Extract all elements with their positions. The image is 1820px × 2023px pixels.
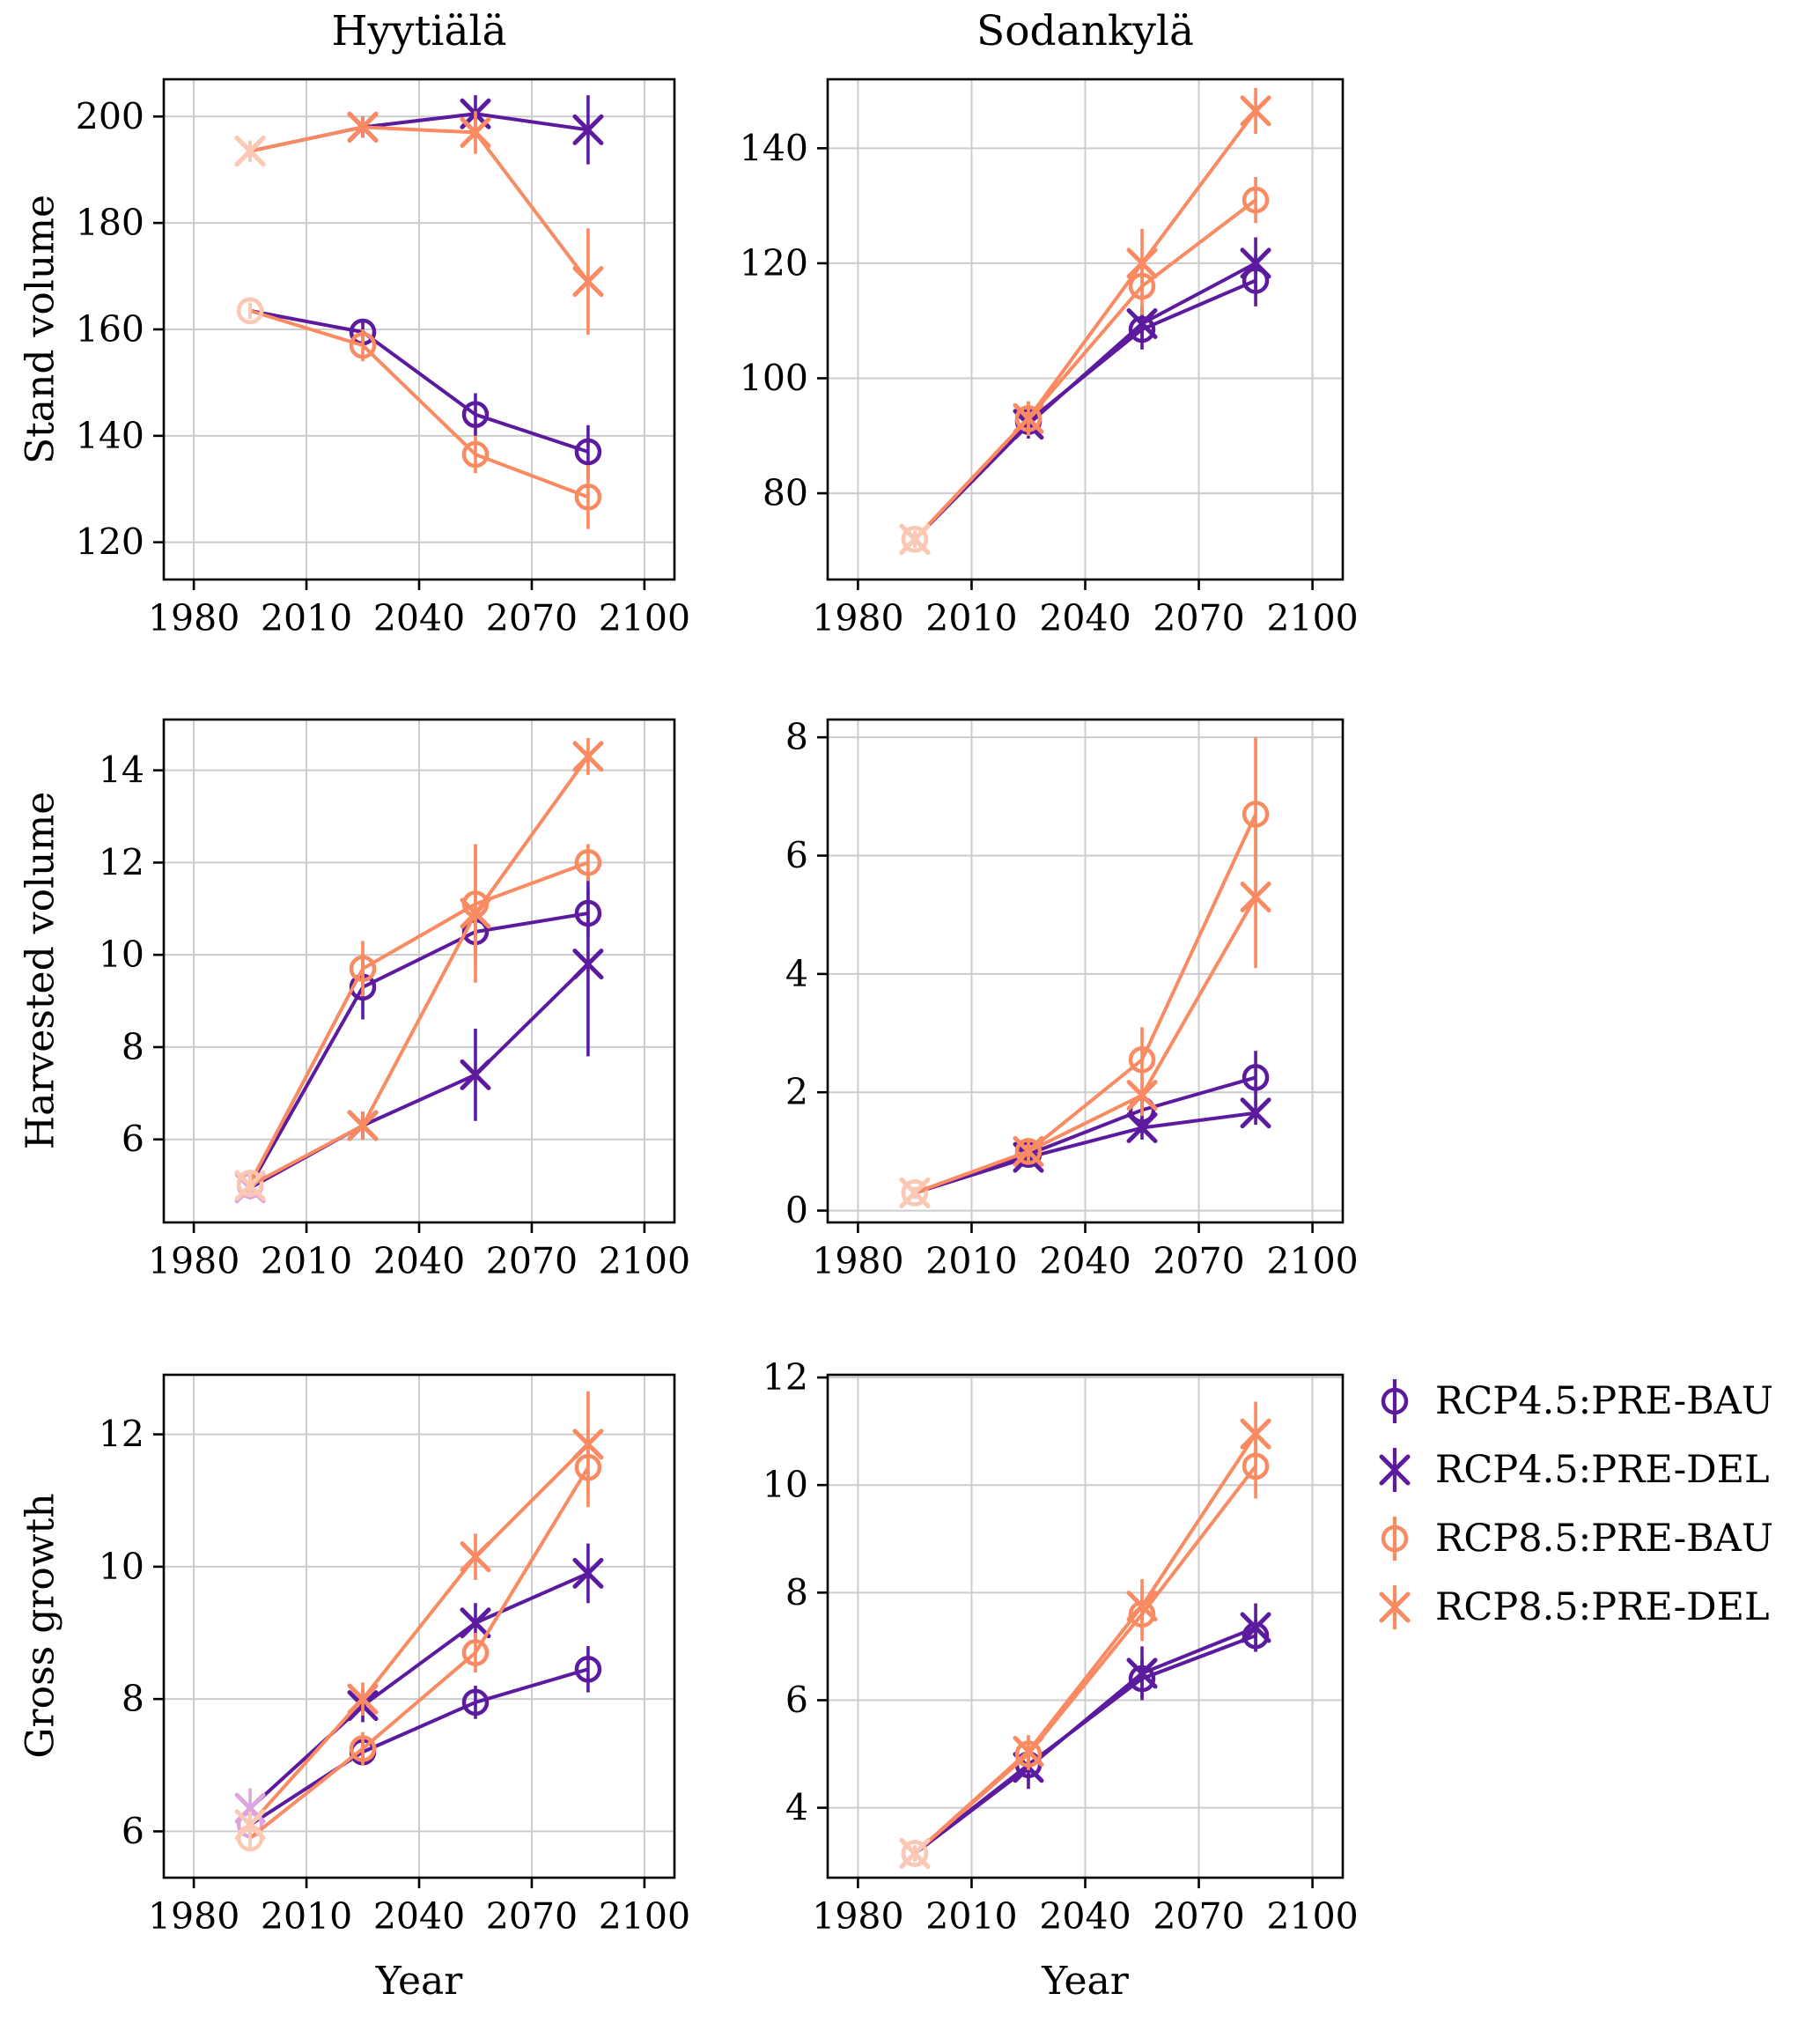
svg-text:2100: 2100 (599, 597, 690, 639)
svg-text:120: 120 (76, 521, 144, 564)
legend-label: RCP8.5:PRE-BAU (1435, 1517, 1773, 1561)
legend-entry: RCP8.5:PRE-BAU (1367, 1511, 1773, 1566)
svg-text:8: 8 (122, 1678, 144, 1720)
svg-text:2070: 2070 (486, 597, 578, 639)
svg-text:8: 8 (785, 716, 808, 758)
svg-text:6: 6 (122, 1810, 144, 1852)
svg-text:2070: 2070 (486, 1895, 578, 1938)
svg-text:80: 80 (763, 472, 808, 514)
svg-text:2010: 2010 (925, 597, 1017, 639)
svg-text:2100: 2100 (1266, 1240, 1358, 1282)
svg-text:10: 10 (99, 1546, 144, 1588)
column-title-hyytiala: Hyytiälä (331, 7, 507, 55)
svg-text:2100: 2100 (599, 1895, 690, 1938)
svg-text:2010: 2010 (925, 1895, 1017, 1938)
svg-text:2100: 2100 (599, 1240, 690, 1282)
svg-text:2100: 2100 (1266, 597, 1358, 639)
svg-text:120: 120 (740, 242, 808, 284)
svg-text:2070: 2070 (486, 1240, 578, 1282)
panel-sodankyla-gross-growth: 1980 2010 2040 2070 2100 4 6 8 10 12 (696, 1348, 1369, 1961)
svg-text:140: 140 (740, 127, 808, 169)
svg-text:2: 2 (785, 1071, 808, 1113)
svg-text:140: 140 (76, 415, 144, 457)
svg-text:14: 14 (99, 749, 144, 792)
legend-entry: RCP4.5:PRE-BAU (1367, 1374, 1773, 1429)
svg-text:2010: 2010 (261, 597, 352, 639)
svg-text:2010: 2010 (261, 1895, 352, 1938)
svg-text:4: 4 (785, 1787, 808, 1829)
svg-text:0: 0 (785, 1190, 808, 1232)
xlabel-year-left: Year (375, 1959, 463, 2004)
svg-text:12: 12 (99, 1414, 144, 1456)
panel-hyytiala-harvested-volume: 1980 2010 2040 2070 2100 6 8 10 12 14 (32, 693, 701, 1306)
svg-text:12: 12 (763, 1356, 808, 1399)
svg-text:2040: 2040 (1039, 597, 1131, 639)
svg-text:12: 12 (99, 841, 144, 883)
svg-text:160: 160 (76, 308, 144, 351)
svg-text:1980: 1980 (812, 597, 903, 639)
svg-text:200: 200 (76, 95, 144, 137)
svg-text:2100: 2100 (1266, 1895, 1358, 1938)
svg-text:100: 100 (740, 357, 808, 399)
legend: RCP4.5:PRE-BAU RCP4.5:PRE-DEL RCP8.5:PRE… (1367, 1374, 1773, 1635)
svg-text:2010: 2010 (925, 1240, 1017, 1282)
svg-text:6: 6 (785, 1679, 808, 1721)
svg-text:1980: 1980 (148, 1240, 239, 1282)
svg-text:2040: 2040 (1039, 1240, 1131, 1282)
panel-sodankyla-harvested-volume: 1980 2010 2040 2070 2100 0 2 4 6 8 (696, 693, 1369, 1306)
panel-sodankyla-stand-volume: 1980 2010 2040 2070 2100 80 100 120 140 (696, 53, 1369, 663)
svg-text:2070: 2070 (1153, 1240, 1244, 1282)
svg-text:2010: 2010 (261, 1240, 352, 1282)
svg-text:2040: 2040 (373, 1240, 465, 1282)
svg-text:2070: 2070 (1153, 597, 1244, 639)
errorbar-x-icon (1367, 1579, 1423, 1635)
svg-text:1980: 1980 (812, 1240, 903, 1282)
legend-label: RCP4.5:PRE-DEL (1435, 1448, 1770, 1492)
svg-text:10: 10 (763, 1464, 808, 1506)
errorbar-circle-icon (1367, 1373, 1423, 1429)
svg-text:180: 180 (76, 202, 144, 244)
svg-text:4: 4 (785, 953, 808, 995)
legend-entry: RCP4.5:PRE-DEL (1367, 1443, 1773, 1497)
svg-text:8: 8 (122, 1026, 144, 1068)
xlabel-year-right: Year (1042, 1959, 1129, 2004)
svg-text:1980: 1980 (148, 597, 239, 639)
svg-text:8: 8 (785, 1571, 808, 1613)
errorbar-x-icon (1367, 1442, 1423, 1498)
panel-hyytiala-gross-growth: 1980 2010 2040 2070 2100 6 8 10 12 (32, 1348, 701, 1961)
panel-hyytiala-stand-volume: 1980 2010 2040 2070 2100 120 140 160 180 200 (32, 53, 701, 663)
svg-text:10: 10 (99, 934, 144, 976)
legend-entry: RCP8.5:PRE-DEL (1367, 1580, 1773, 1635)
legend-label: RCP8.5:PRE-DEL (1435, 1585, 1770, 1629)
svg-text:1980: 1980 (812, 1895, 903, 1938)
svg-text:1980: 1980 (148, 1895, 239, 1938)
svg-text:2070: 2070 (1153, 1895, 1244, 1938)
svg-text:2040: 2040 (373, 1895, 465, 1938)
errorbar-circle-icon (1367, 1510, 1423, 1567)
svg-text:2040: 2040 (373, 597, 465, 639)
column-title-sodankyla: Sodankylä (976, 7, 1194, 55)
svg-text:6: 6 (785, 835, 808, 877)
legend-label: RCP4.5:PRE-BAU (1435, 1379, 1773, 1423)
svg-text:2040: 2040 (1039, 1895, 1131, 1938)
svg-text:6: 6 (122, 1119, 144, 1161)
